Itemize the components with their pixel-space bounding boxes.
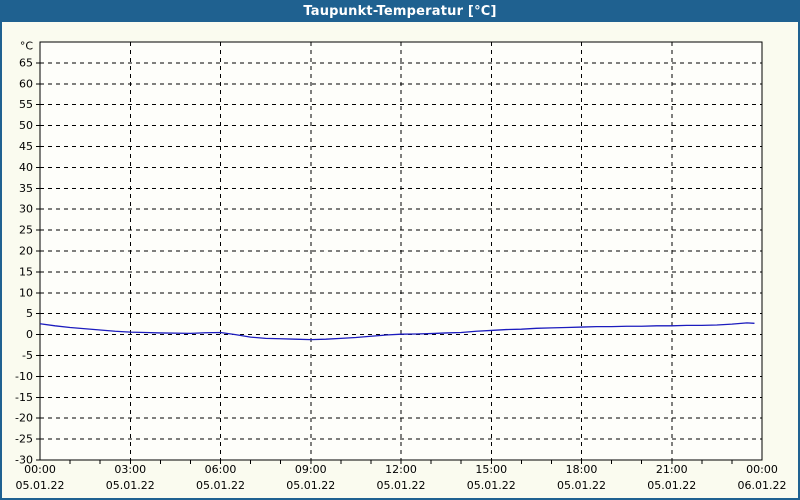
title-bar: Taupunkt-Temperatur [°C] (0, 0, 800, 22)
x-tick-time-label: 21:00 (656, 463, 688, 476)
y-tick-label: -10 (15, 370, 33, 383)
y-tick-label: -30 (15, 454, 33, 467)
x-tick-date-label: 05.01.22 (106, 479, 155, 492)
y-tick-label: 45 (19, 140, 33, 153)
y-tick-label: 25 (19, 224, 33, 237)
x-tick-date-label: 05.01.22 (557, 479, 606, 492)
y-tick-label: 55 (19, 98, 33, 111)
v-gridlines (129, 42, 673, 460)
y-tick-label: 30 (19, 203, 33, 216)
x-tick-time-label: 12:00 (385, 463, 417, 476)
x-tick-date-label: 06.01.22 (738, 479, 787, 492)
y-tick-label: 40 (19, 161, 33, 174)
y-tick-label: 5 (26, 307, 33, 320)
x-tick-date-label: 05.01.22 (286, 479, 335, 492)
x-tick-date-label: 05.01.22 (16, 479, 65, 492)
y-tick-label: 15 (19, 265, 33, 278)
x-tick-date-label: 05.01.22 (377, 479, 426, 492)
x-tick-date-label: 05.01.22 (467, 479, 516, 492)
x-tick-date-label: 05.01.22 (196, 479, 245, 492)
y-tick-label: 60 (19, 77, 33, 90)
plot-frame (39, 41, 763, 461)
y-tick-label: 50 (19, 119, 33, 132)
chart-svg: -30 -25 -20 -15 -10 -5 0 5 10 15 20 25 30 35 40 45 50 55 6… (15, 40, 787, 493)
x-tick-time-label: 03:00 (114, 463, 146, 476)
y-tick-label: -5 (22, 349, 33, 362)
y-tick-label: -20 (15, 412, 33, 425)
x-tick-time-label: 15:00 (475, 463, 507, 476)
chart-title: Taupunkt-Temperatur [°C] (303, 3, 497, 19)
x-tick-time-label: 18:00 (566, 463, 598, 476)
x-axis-date-labels: 05.01.22 05.01.22 05.01.22 05.01.22 05.01.22… (16, 479, 787, 492)
x-tick-time-label: 00:00 (746, 463, 778, 476)
axis-ticks (36, 62, 733, 464)
y-tick-label: 65 (19, 56, 33, 69)
x-tick-time-label: 09:00 (295, 463, 327, 476)
y-tick-label: 10 (19, 286, 33, 299)
y-tick-label: -15 (15, 391, 33, 404)
y-axis-labels: -30 -25 -20 -15 -10 -5 0 5 10 15 20 25 30 35 40 45 50 55 6… (15, 40, 33, 467)
x-axis-time-labels: 00:00 03:00 06:00 09:00 12:00 15:00 18:00 21:00… (24, 463, 778, 476)
y-tick-label: -25 (15, 433, 33, 446)
x-tick-time-label: 06:00 (205, 463, 237, 476)
y-tick-label: 35 (19, 182, 33, 195)
x-tick-date-label: 05.01.22 (647, 479, 696, 492)
y-tick-label: 0 (26, 328, 33, 341)
dew-point-line (39, 322, 755, 341)
y-tick-label: 20 (19, 245, 33, 258)
y-axis-unit-label: °C (20, 40, 34, 53)
x-tick-time-label: 00:00 (24, 463, 56, 476)
